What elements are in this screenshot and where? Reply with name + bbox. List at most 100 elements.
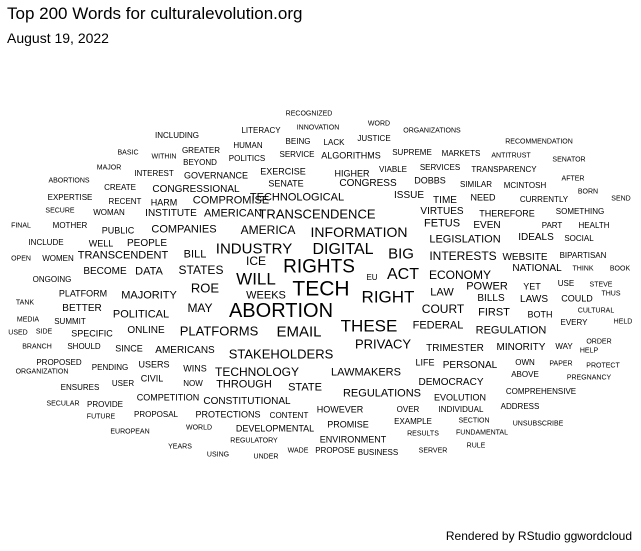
cloud-word: SECTION xyxy=(458,417,490,425)
cloud-word: ACT xyxy=(387,266,419,283)
cloud-word: LAW xyxy=(430,286,454,299)
cloud-word: PROVIDE xyxy=(86,400,124,409)
cloud-word: WEEKS xyxy=(246,289,286,302)
cloud-word: ORGANIZATIONS xyxy=(403,127,461,135)
cloud-word: ADDRESS xyxy=(500,402,540,411)
cloud-word: SENATE xyxy=(268,178,304,189)
cloud-word: DATA xyxy=(135,265,163,278)
cloud-word: TRIMESTER xyxy=(426,343,484,354)
cloud-word: SIMILAR xyxy=(459,180,493,189)
chart-title: Top 200 Words for culturalevolution.org xyxy=(7,4,303,23)
cloud-word: WOMAN xyxy=(93,208,125,217)
cloud-word: OWN xyxy=(515,358,535,367)
cloud-word: TRANSCENDENCE xyxy=(258,206,376,222)
cloud-word: TECHNOLOGICAL xyxy=(249,191,345,204)
cloud-word: PRIVACY xyxy=(354,336,412,352)
cloud-word: CONSTITUTIONAL xyxy=(203,396,291,407)
cloud-word: SERVICE xyxy=(279,150,315,159)
cloud-word: PROPOSE xyxy=(315,446,355,455)
cloud-word: EVERY xyxy=(560,318,588,327)
cloud-word: USING xyxy=(206,451,230,459)
cloud-word: WINS xyxy=(183,363,207,374)
cloud-word: ORGANIZATION xyxy=(15,368,69,376)
cloud-word: COULD xyxy=(561,293,593,304)
cloud-word: LIFE xyxy=(415,357,435,368)
cloud-word: HARM xyxy=(150,197,178,208)
cloud-word: TIME xyxy=(433,195,457,206)
cloud-word: STAKEHOLDERS xyxy=(228,346,334,362)
cloud-word: LITERACY xyxy=(241,126,281,135)
cloud-word: COURT xyxy=(421,302,465,316)
cloud-word: SPECIFIC xyxy=(71,328,113,339)
cloud-word: RESULTS xyxy=(407,430,439,438)
cloud-word: FINAL xyxy=(11,222,31,230)
cloud-word: MINORITY xyxy=(496,342,546,353)
cloud-word: ABORTION xyxy=(228,300,334,322)
cloud-word: BIG xyxy=(388,245,414,263)
cloud-word: SOMETHING xyxy=(555,207,605,216)
cloud-word: SHOULD xyxy=(67,342,101,351)
cloud-word: PROTECT xyxy=(586,362,620,370)
cloud-word: INDUSTRY xyxy=(215,240,293,258)
cloud-word: WADE xyxy=(287,447,309,455)
cloud-word: CULTURAL xyxy=(577,307,615,315)
cloud-word: POWER xyxy=(466,280,508,293)
cloud-word: AMERICAN xyxy=(203,207,263,220)
cloud-word: PLATFORM xyxy=(58,288,108,299)
chart-caption: Rendered by RStudio ggwordcloud xyxy=(445,529,632,543)
cloud-word: BIPARTISAN xyxy=(559,251,607,260)
cloud-word: BETTER xyxy=(62,303,102,314)
cloud-word: RECOGNIZED xyxy=(285,110,333,118)
cloud-word: SENATOR xyxy=(552,156,586,164)
cloud-word: REGULATION xyxy=(475,324,547,337)
cloud-word: OVER xyxy=(396,405,420,414)
cloud-word: SERVER xyxy=(418,447,448,455)
cloud-word: COMPROMISE xyxy=(192,194,270,207)
cloud-word: AMERICANS xyxy=(155,345,215,356)
cloud-word: TECHNOLOGY xyxy=(214,365,300,379)
cloud-word: NEED xyxy=(470,192,496,203)
cloud-word: SECURE xyxy=(45,207,75,215)
cloud-word: INTEREST xyxy=(134,169,174,178)
cloud-word: HOWEVER xyxy=(316,404,364,415)
cloud-word: HIGHER xyxy=(334,168,370,179)
cloud-word: BOOK xyxy=(609,265,631,273)
cloud-word: BILLS xyxy=(477,293,505,304)
cloud-word: CIVIL xyxy=(140,373,164,384)
cloud-word: TRANSCENDENT xyxy=(77,249,169,262)
cloud-word: RECOMMENDATION xyxy=(505,138,573,146)
cloud-word: EXERCISE xyxy=(260,166,306,177)
cloud-word: MAY xyxy=(187,301,213,315)
cloud-word: INSTITUTE xyxy=(145,208,197,219)
cloud-word: COMPETITION xyxy=(136,392,200,403)
cloud-word: NATIONAL xyxy=(512,263,562,274)
cloud-word: HELD xyxy=(613,318,633,326)
cloud-word: PREGNANCY xyxy=(566,374,612,382)
cloud-word: OPEN xyxy=(11,255,31,263)
cloud-word: AFTER xyxy=(561,175,585,183)
cloud-word: COMPANIES xyxy=(151,223,217,236)
cloud-word: DOBBS xyxy=(414,175,446,186)
cloud-word: CONTENT xyxy=(269,411,309,420)
cloud-word: SUPREME xyxy=(392,148,432,157)
cloud-word: ROE xyxy=(190,280,220,296)
cloud-word: EVOLUTION xyxy=(433,392,487,403)
cloud-word: RIGHTS xyxy=(283,256,355,278)
cloud-word: VIRTUES xyxy=(420,206,464,217)
cloud-word: PERSONAL xyxy=(442,360,498,371)
cloud-word: GOVERNANCE xyxy=(183,170,249,181)
cloud-word: HELP xyxy=(579,347,599,355)
cloud-word: EUROPEAN xyxy=(110,428,150,436)
cloud-word: SINCE xyxy=(115,343,143,354)
cloud-word: BECOME xyxy=(83,266,127,277)
cloud-word: THUS xyxy=(601,290,621,298)
cloud-word: MOTHER xyxy=(52,221,88,230)
cloud-word: LEGISLATION xyxy=(429,233,501,246)
cloud-word: UNSUBSCRIBE xyxy=(512,420,564,428)
cloud-word: WORLD xyxy=(185,424,213,432)
cloud-word: EU xyxy=(366,273,378,282)
cloud-word: CONGRESSIONAL xyxy=(152,184,240,195)
cloud-word: ORDER xyxy=(586,338,612,346)
cloud-word: IDEALS xyxy=(518,232,554,243)
cloud-word: ONLINE xyxy=(127,325,165,336)
